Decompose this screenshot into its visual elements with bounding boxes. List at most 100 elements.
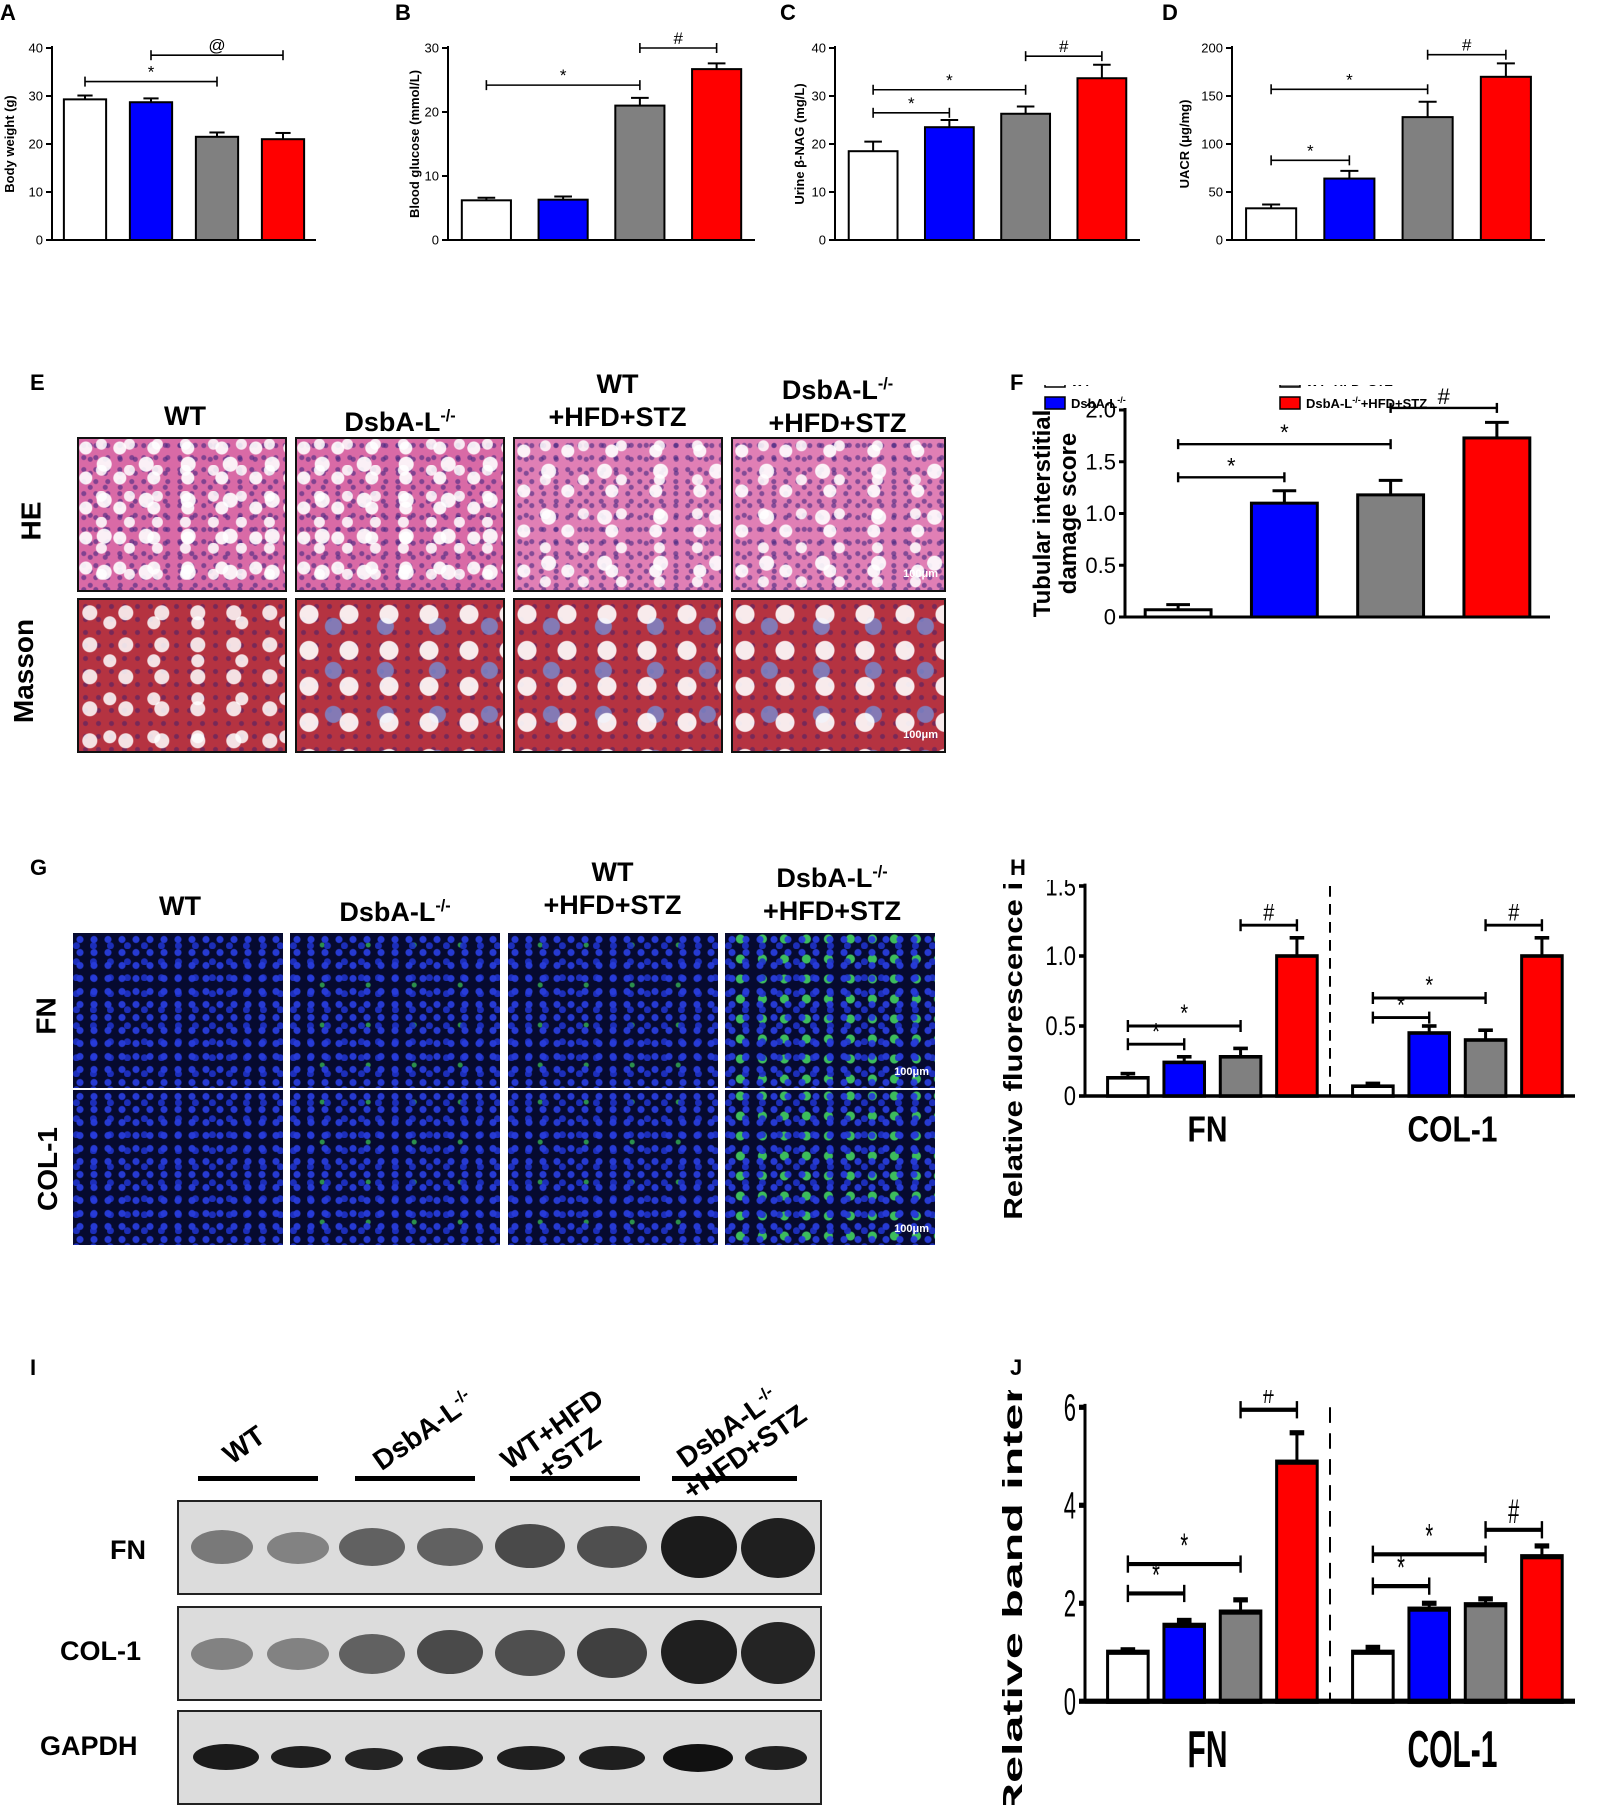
chart-d-bar-1 (1245, 207, 1298, 242)
chart-b-sig-1-label: * (560, 66, 567, 85)
chart-h-sig-6-label: # (1508, 899, 1520, 926)
chart-h-ytick-label-3: 1.5 (1045, 880, 1076, 902)
chart-f-sig-3-label: # (1438, 385, 1451, 409)
chart-j-bar-g2-s3 (1463, 1602, 1508, 1704)
chart-j-ytick-label-1: 2 (1064, 1582, 1076, 1625)
chart-h-bar-g1-s4 (1275, 954, 1319, 1098)
chart-j-ytick-label-2: 4 (1064, 1484, 1076, 1527)
chart-h-bar-g2-s4 (1520, 954, 1564, 1098)
chart-c-bar-4 (1076, 77, 1128, 241)
chart-f-legend-label-4: DsbA-L-/-+HFD+STZ (1306, 395, 1427, 411)
panel-g-row-label-col1: COL-1 (32, 1127, 63, 1211)
chart-d-uacr: 0 50 100 150 200 UACR (μg/mg) * * # (1177, 36, 1545, 248)
panel-letter-g: G (30, 855, 48, 880)
blot-lane-header-1: WT (217, 1419, 271, 1470)
chart-h-bar-g1-s3 (1218, 1054, 1263, 1098)
chart-b-bar-2 (537, 198, 589, 241)
chart-h-ytick-label-2: 1.0 (1045, 942, 1076, 971)
panel-g-col-header-2: DsbA-L-/- (339, 897, 451, 927)
chart-c-ytick-label-3: 30 (812, 89, 826, 104)
chart-j-bar-g2-s2 (1407, 1606, 1452, 1704)
chart-d-bar-2 (1323, 177, 1376, 241)
chart-a-sig-2-label: @ (208, 36, 225, 55)
blot-lane-bar-2 (355, 1476, 475, 1481)
chart-d-ytick-label-1: 50 (1209, 185, 1223, 200)
blot-lane-bar-4 (672, 1476, 797, 1481)
chart-f-legend-swatch-1 (1044, 385, 1066, 388)
chart-d-sig-3-label: # (1462, 36, 1472, 55)
chart-h-ylabel: Relative fluorescence intensity (1000, 880, 1028, 1220)
chart-f-ylabel-0: Tubular interstitial (1030, 410, 1056, 618)
panel-letter-d: D (1162, 0, 1178, 25)
blot-lane-header-3: WT+HFD +STZ (495, 1382, 609, 1487)
panel-e-col-header-1: WT (164, 401, 206, 431)
chart-c-ytick-label-0: 0 (819, 233, 826, 248)
blot-lane-bar-1 (198, 1476, 318, 1481)
if-fn-tile-dsba (290, 933, 500, 1088)
chart-f-sig-2-label: * (1280, 420, 1289, 445)
chart-f-bar-3 (1356, 493, 1426, 619)
chart-j-bar-g1-s3 (1218, 1609, 1263, 1704)
chart-f-ytick-label-2: 1.0 (1085, 501, 1116, 526)
panel-e-row-label-he: HE (15, 501, 47, 541)
if-col1-tile-dsba (290, 1090, 500, 1245)
panel-e-col-header-3: WT +HFD+STZ (548, 369, 687, 432)
chart-j-sig-5-label: * (1425, 1516, 1433, 1555)
if-fn-tile-dsba-hfd-stz: 100μm (725, 933, 935, 1088)
chart-a-ytick-label-1: 10 (29, 185, 43, 200)
chart-c-ylabel: Urine β-NAG (mg/L) (792, 83, 807, 204)
blot-lane-header-4: DsbA-L-/- +HFD+STZ (671, 1381, 813, 1507)
chart-f-legend-swatch-2 (1044, 396, 1066, 410)
chart-h-group-label-1: FN (1188, 1110, 1228, 1150)
chart-h-sig-3-label: # (1263, 899, 1275, 926)
chart-h-ytick-label-1: 0.5 (1045, 1012, 1076, 1041)
if-fn-tile-wt-hfd-stz (508, 933, 718, 1088)
chart-d-ytick-label-3: 150 (1201, 89, 1223, 104)
chart-j-ylabel: Relative band intensity (1000, 1390, 1028, 1805)
blot-label-fn: FN (110, 1535, 146, 1565)
chart-j-bar-g1-s4 (1275, 1459, 1319, 1704)
chart-d-bar-4 (1479, 75, 1532, 241)
chart-f-bar-2 (1249, 501, 1319, 619)
chart-b-bar-4 (691, 68, 743, 242)
masson-scale-label: 100μm (903, 729, 938, 741)
if-col1-tile-wt-hfd-stz (508, 1090, 718, 1245)
if-fn-tile-wt (73, 933, 283, 1088)
blot-fn (177, 1500, 822, 1595)
chart-a-ytick-label-0: 0 (36, 233, 43, 248)
panel-letter-i: I (30, 1355, 37, 1380)
blot-gapdh (177, 1710, 822, 1805)
chart-j-group-label-2: COL-1 (1408, 1720, 1498, 1778)
he-tile-wt (77, 437, 287, 592)
panel-e-col-header-2: DsbA-L-/- (344, 407, 456, 437)
blot-label-gapdh: GAPDH (40, 1731, 138, 1761)
panel-letter-b: B (395, 0, 411, 25)
blot-lane-header-2: DsbA-L-/- (367, 1384, 473, 1477)
chart-b-ytick-label-2: 20 (425, 105, 439, 120)
chart-f-ytick-label-0: 0 (1104, 605, 1116, 630)
chart-d-bar-3 (1401, 116, 1454, 241)
chart-h-sig-1-label: * (1152, 1018, 1160, 1045)
if-col1-tile-wt (73, 1090, 283, 1245)
if-col1-scale-label: 100μm (894, 1223, 929, 1235)
chart-h-sig-4-label: * (1397, 991, 1405, 1018)
panel-g-col-header-4: DsbA-L-/- +HFD+STZ (762, 863, 902, 926)
panel-g-col-header-1: WT (159, 891, 201, 921)
chart-j-group-label-1: FN (1188, 1720, 1228, 1778)
chart-j-bar-g1-s2 (1162, 1622, 1207, 1704)
chart-f-legend-swatch-3 (1279, 385, 1301, 388)
chart-j-sig-1-label: * (1152, 1555, 1160, 1594)
chart-f-bar-1 (1143, 608, 1213, 619)
panel-letter-f: F (1010, 370, 1024, 395)
chart-a-ytick-label-3: 30 (29, 89, 43, 104)
chart-c-bar-1 (847, 150, 899, 241)
chart-f-ylabel-1: damage score (1055, 433, 1082, 594)
chart-b-bar-3 (614, 104, 666, 241)
if-col1-tile-dsba-hfd-stz: 100μm (725, 1090, 935, 1245)
chart-h-bar-g2-s3 (1463, 1038, 1508, 1098)
chart-d-sig-1-label: * (1307, 141, 1314, 160)
chart-f-bar-4 (1462, 436, 1532, 619)
chart-b-ylabel: Blood glucose (mmol/L) (407, 70, 422, 218)
panel-e-row-label-masson: Masson (8, 618, 40, 724)
